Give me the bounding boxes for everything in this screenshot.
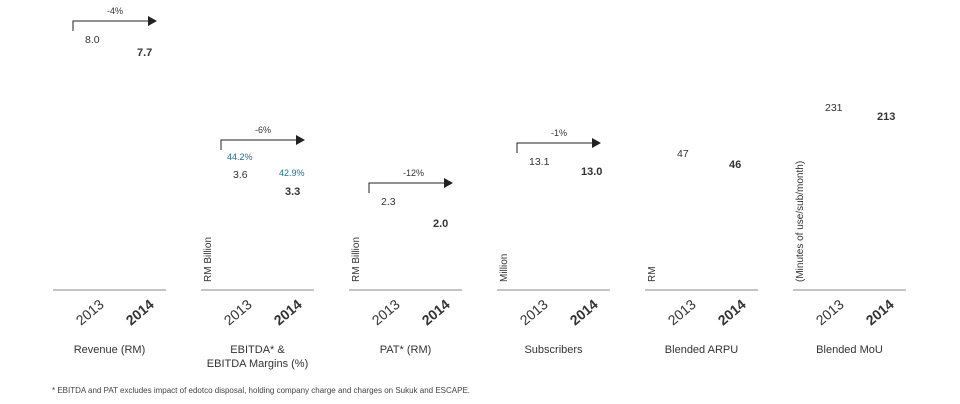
change-arrow-head	[592, 138, 601, 148]
margin-label-2013: 44.2%	[227, 152, 253, 162]
value-label-2013: 2.3	[381, 196, 396, 208]
margin-label-2014: 42.9%	[279, 168, 305, 178]
panel-title: EBITDA* &	[230, 344, 285, 356]
change-arrow-head	[148, 16, 157, 26]
panel-title: PAT* (RM)	[380, 344, 432, 356]
value-label-2013: 3.6	[233, 169, 248, 181]
value-label-2013: 8.0	[85, 34, 100, 46]
value-label-2014: 13.0	[581, 166, 602, 178]
category-tick-label: 2013	[369, 296, 403, 328]
footnote: * EBITDA and PAT excludes impact of edot…	[52, 386, 471, 395]
panel-title: Subscribers	[524, 344, 583, 356]
change-arrow-line	[72, 20, 149, 31]
y-axis-label: (Minutes of use/sub/month)	[795, 161, 806, 282]
value-label-2014: 46	[729, 159, 741, 171]
category-tick-label: 2013	[517, 296, 551, 328]
category-tick-label: 2013	[73, 296, 107, 328]
change-label: -4%	[107, 6, 123, 16]
change-arrow-line	[220, 139, 297, 150]
y-axis-label: RM Billion	[203, 237, 214, 282]
change-arrow-head	[296, 135, 305, 145]
y-axis-label: Million	[499, 254, 510, 282]
category-tick-label: 2014	[863, 296, 897, 328]
category-tick-label: 2013	[665, 296, 699, 328]
value-label-2014: 3.3	[285, 186, 300, 198]
category-tick-label: 2014	[419, 296, 453, 328]
panel-title: EBITDA Margins (%)	[207, 358, 308, 370]
value-label-2014: 213	[877, 111, 895, 123]
value-label-2013: 13.1	[529, 156, 550, 168]
value-label-2013: 47	[677, 148, 689, 160]
y-axis-label: RM	[647, 266, 658, 282]
change-label: -12%	[403, 168, 424, 178]
panel-title: Revenue (RM)	[74, 344, 146, 356]
category-tick-label: 2014	[123, 296, 157, 328]
value-label-2014: 7.7	[137, 47, 152, 59]
change-arrow-line	[516, 142, 593, 153]
change-label: -6%	[255, 125, 271, 135]
value-label-2013: 231	[825, 102, 843, 114]
category-tick-label: 2014	[567, 296, 601, 328]
change-label: -1%	[551, 128, 567, 138]
value-label-2014: 2.0	[433, 218, 448, 230]
category-tick-label: 2013	[221, 296, 255, 328]
category-tick-label: 2014	[715, 296, 749, 328]
y-axis-label: RM Billion	[351, 237, 362, 282]
panel-title: Blended MoU	[816, 344, 883, 356]
category-tick-label: 2014	[271, 296, 305, 328]
change-arrow-head	[444, 178, 453, 188]
panel-title: Blended ARPU	[665, 344, 738, 356]
category-tick-label: 2013	[813, 296, 847, 328]
change-arrow-line	[368, 182, 445, 193]
